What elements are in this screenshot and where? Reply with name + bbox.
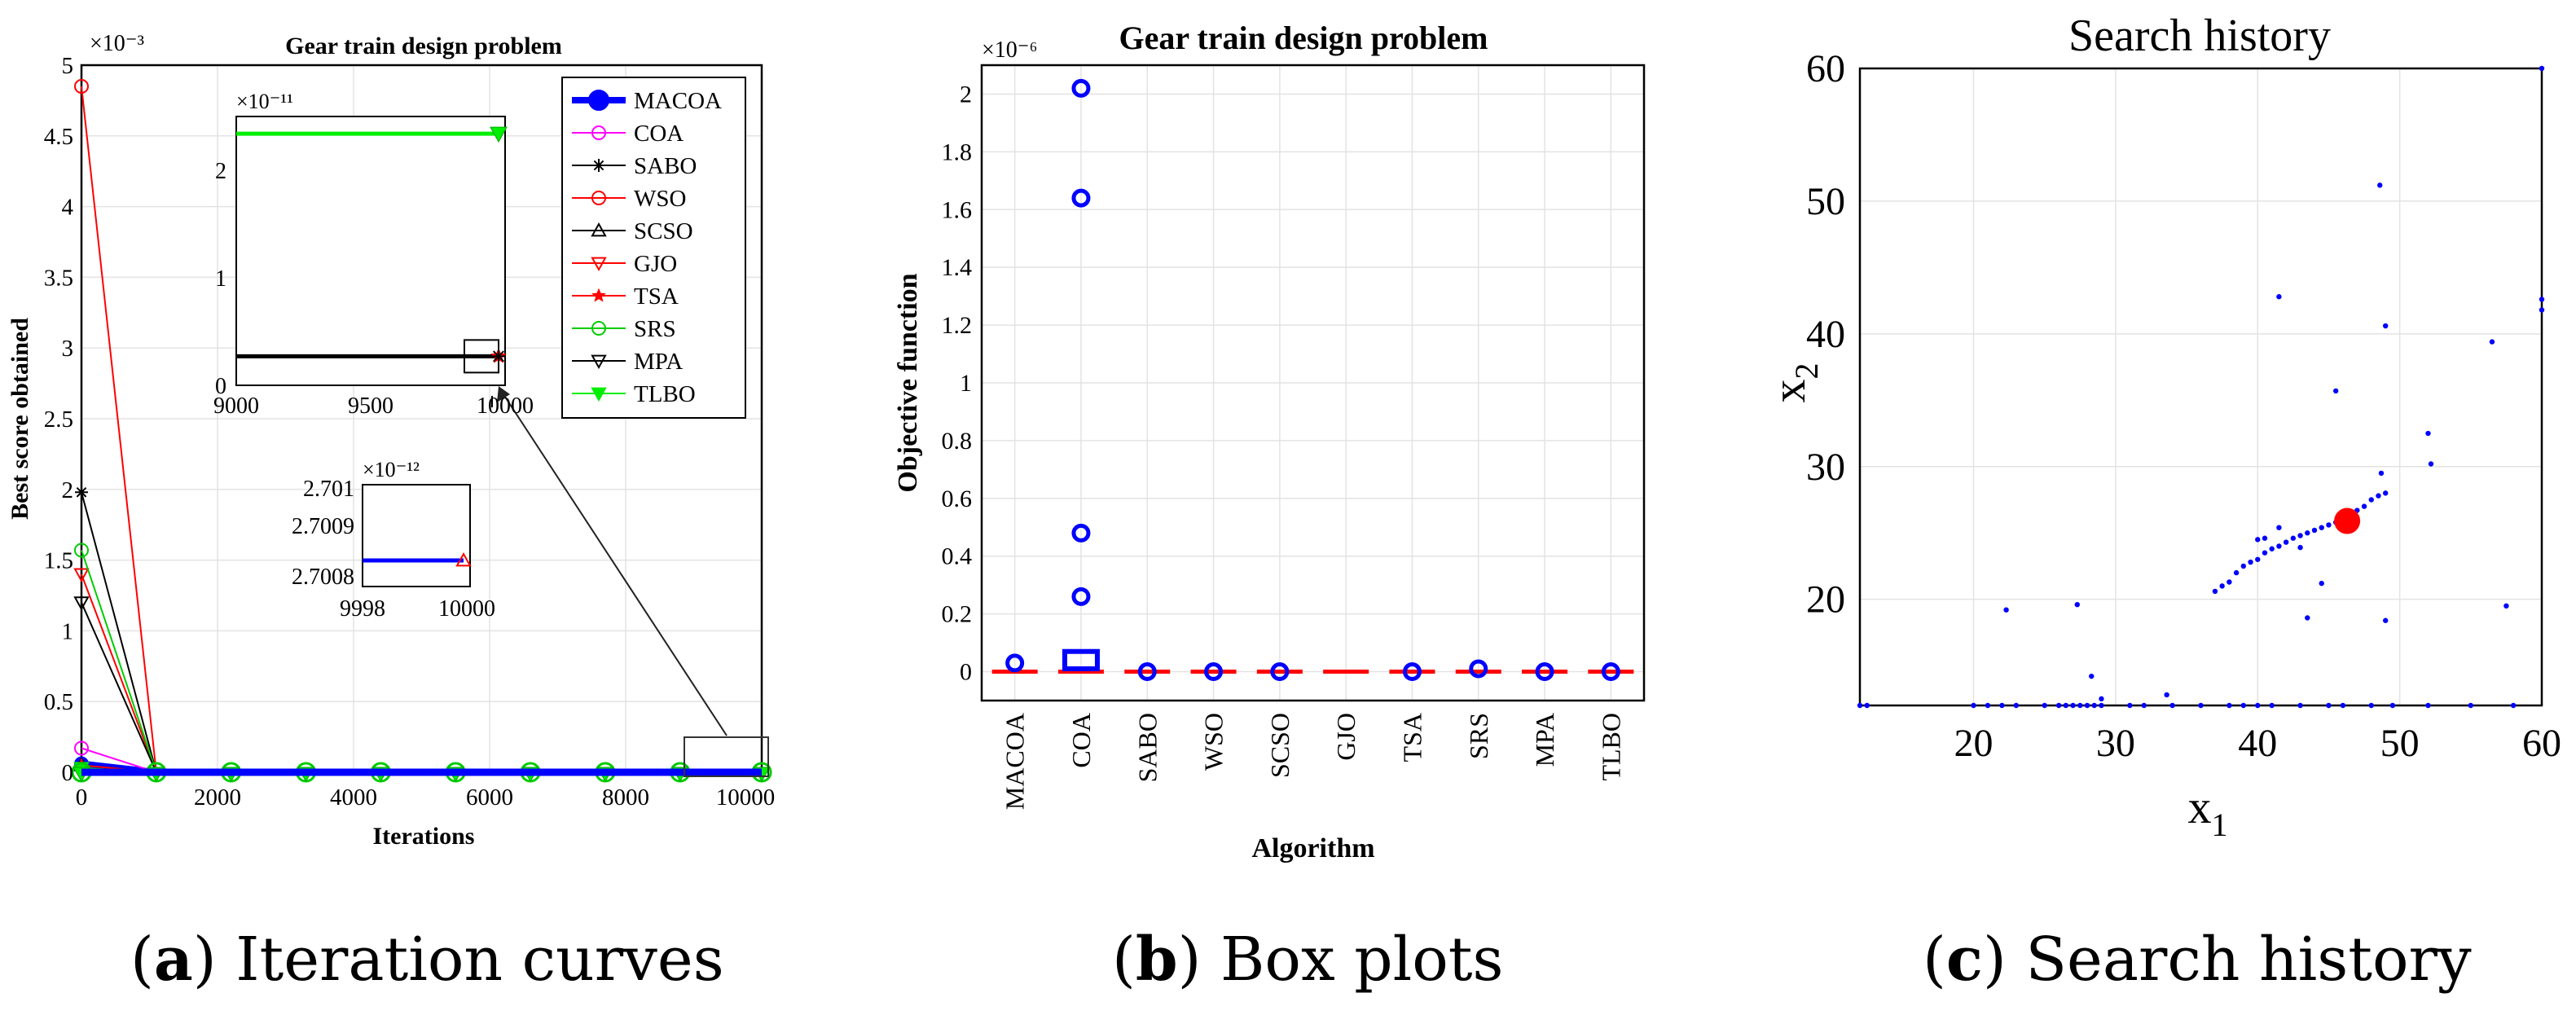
chart-a-legend-label: SCSO	[634, 218, 693, 244]
chart-a-ytick: 2	[62, 477, 74, 503]
chart-a-legend-label: MACOA	[634, 88, 722, 114]
chart-a-legend-marker-sabo	[592, 159, 605, 172]
chart-a-start-marker-wso	[74, 79, 89, 94]
chart-a-start-marker-sabo	[75, 486, 88, 499]
chart-a-inset-frame	[235, 116, 506, 386]
chart-a-title: Gear train design problem	[285, 33, 562, 59]
caption-c-text: Search history	[2006, 925, 2472, 995]
chart-a-zoom-arrowhead	[497, 386, 510, 402]
chart-a-zoom-inset-frame	[362, 484, 471, 587]
chart-a-inset-main: ×10⁻¹¹ 9000 9500 10000 0 1 2	[213, 90, 534, 419]
chart-a-ytick: 5	[62, 53, 74, 79]
chart-a-start-marker-mpa	[73, 596, 90, 611]
chart-a-zoom-rect	[684, 736, 769, 777]
chart-a-legend-marker-scso	[591, 222, 607, 237]
chart-a-ytick: 0.5	[44, 689, 73, 715]
chart-a-legend-marker-mpa	[591, 354, 607, 370]
chart-a-zoom-inset-exponent: ×10⁻¹²	[363, 458, 420, 481]
chart-a-start-marker-gjo	[73, 568, 90, 583]
caption-b-letter: b	[1135, 925, 1178, 995]
chart-a-ytick: 2.5	[44, 406, 73, 433]
chart-a-ytick: 0	[62, 760, 74, 786]
chart-a-inset-ytick: 0	[215, 374, 226, 399]
chart-a-zoom-inset-ytick: 2.701	[303, 477, 354, 502]
chart-a-legend-label: TSA	[634, 283, 679, 310]
chart-a-legend-marker-wso	[591, 191, 606, 205]
chart-a-xtick: 4000	[330, 784, 377, 811]
caption-c-letter: c	[1945, 925, 1983, 995]
chart-a-ytick: 3.5	[44, 265, 73, 291]
chart-a-legend-marker-srs	[591, 321, 606, 336]
caption-b-text: Box plots	[1201, 925, 1504, 995]
chart-a-ytick: 4.5	[44, 124, 73, 150]
chart-a-xtick: 8000	[602, 784, 649, 811]
chart-a-legend-marker-tlbo	[591, 387, 607, 402]
chart-a-line-gjo	[81, 573, 762, 773]
chart-a-ytick: 1.5	[44, 548, 73, 574]
chart-a-legend-label: SABO	[634, 153, 697, 179]
chart-a-legend-label: WSO	[634, 186, 686, 212]
chart-a-zoom-inset-marker	[455, 551, 472, 567]
chart-a-start-marker-srs	[74, 543, 89, 558]
chart-a-legend-label: TLBO	[634, 381, 696, 407]
caption-a-text: Iteration curves	[216, 925, 724, 995]
chart-a-legend-marker-gjo	[591, 257, 607, 272]
chart-a-xtick: 6000	[466, 784, 513, 811]
chart-a-zoom-box	[497, 386, 769, 777]
chart-a-legend-label: MPA	[634, 349, 683, 375]
chart-a-inset-ytick: 1	[215, 266, 226, 292]
chart-a-inset-sabo-marker	[491, 349, 506, 364]
chart-a-inset-ytick: 2	[215, 159, 226, 184]
chart-a-legend: MACOA COA SABO WSO SCSO GJO TSA SRS MPA TLBO	[561, 77, 746, 419]
chart-a-legend-marker-macoa	[588, 90, 609, 111]
chart-a-xlabel: Iterations	[373, 823, 475, 850]
caption-a-letter: a	[153, 925, 193, 995]
chart-a-xtick: 2000	[194, 784, 241, 811]
chart-a-series	[71, 79, 772, 783]
chart-a-inset-xtick: 10000	[477, 393, 534, 419]
caption-c: (c) Search history	[1923, 925, 2472, 995]
chart-a-legend-label: SRS	[634, 316, 676, 342]
chart-a-start-marker-coa	[74, 740, 89, 756]
chart-a-xtick: 10000	[716, 784, 776, 811]
chart-a-zoom-arrow	[499, 389, 728, 736]
chart-a-legend-label: GJO	[634, 251, 677, 277]
caption-b: (b) Box plots	[1112, 925, 1504, 995]
chart-a-zoom-inset-ytick: 2.7009	[292, 514, 354, 539]
chart-a-legend-marker-tsa	[591, 288, 606, 302]
chart-a-inset-tlbo-marker	[490, 126, 508, 143]
chart-a-legend-marker-coa	[591, 125, 606, 140]
chart-a-ytick: 1	[62, 618, 74, 644]
chart-a-legend-label: COA	[634, 121, 684, 147]
chart-a-inset-zoom: ×10⁻¹² 2.701 2.7009 2.7008 9998 10000	[292, 458, 495, 622]
chart-a-line-mpa	[81, 602, 762, 773]
chart-a-ytick: 4	[62, 195, 74, 221]
chart-a-zoom-inset-xtick: 9998	[340, 596, 385, 622]
chart-a-zoom-inset-xtick: 10000	[438, 596, 495, 622]
chart-a-inset-exponent: ×10⁻¹¹	[236, 90, 293, 113]
chart-a-ylabel: Best score obtained	[7, 318, 33, 520]
chart-a-xtick: 0	[76, 784, 88, 811]
chart-a-ticks: 0 2000 4000 6000 8000 10000 0 0.5 1 1.5 2 2.5 3 3.5 4 4…	[44, 53, 776, 811]
chart-a-inset-xtick: 9500	[348, 393, 393, 419]
chart-a-ytick: 3	[62, 336, 74, 362]
chart-a-exponent: ×10⁻³	[90, 31, 144, 56]
caption-a: (a) Iteration curves	[130, 925, 724, 995]
chart-a-inset-xtick: 9000	[213, 393, 259, 419]
chart-a-zoom-inset-ytick: 2.7008	[292, 565, 354, 590]
